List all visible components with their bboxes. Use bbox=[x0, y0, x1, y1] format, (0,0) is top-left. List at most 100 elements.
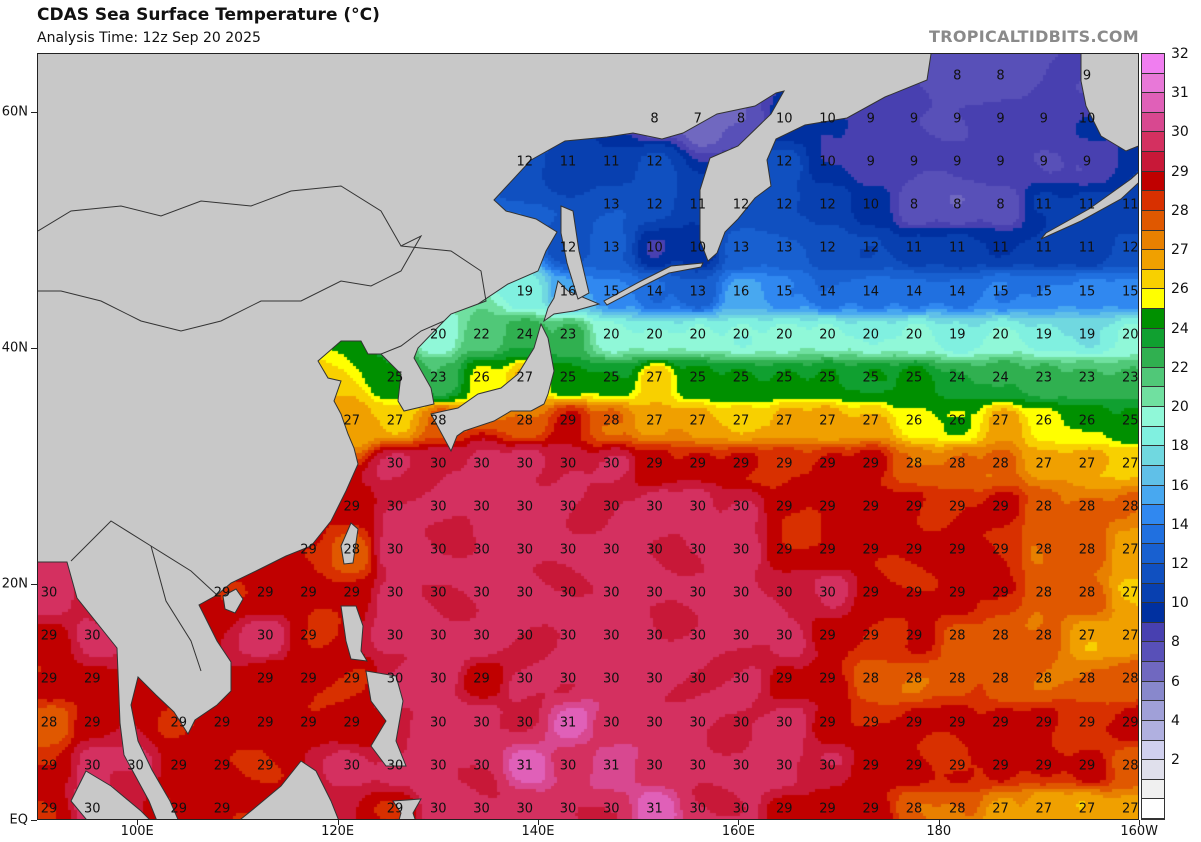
sst-label: 29 bbox=[256, 671, 274, 687]
sst-label: 30 bbox=[516, 542, 534, 558]
sst-label: 15 bbox=[1121, 284, 1139, 299]
sst-label: 11 bbox=[1078, 240, 1096, 256]
sst-label: 28 bbox=[905, 671, 923, 687]
colorbar-label: 10 bbox=[1171, 595, 1189, 612]
colorbar-cell bbox=[1142, 681, 1164, 702]
sst-label: 29 bbox=[862, 758, 880, 774]
sst-label: 20 bbox=[429, 327, 447, 343]
sst-label: 30 bbox=[386, 628, 404, 644]
sst-label: 29 bbox=[170, 715, 188, 730]
border-mongolia bbox=[38, 185, 423, 332]
sst-label: 30 bbox=[429, 671, 447, 687]
colorbar-cell bbox=[1142, 662, 1164, 682]
sst-label: 25 bbox=[905, 370, 923, 386]
sst-label: 29 bbox=[862, 585, 880, 601]
sst-label: 30 bbox=[732, 585, 750, 601]
sst-label: 13 bbox=[689, 284, 707, 299]
sst-label: 8 bbox=[909, 197, 919, 213]
sst-label: 30 bbox=[732, 801, 750, 817]
sst-label: 29 bbox=[256, 715, 274, 730]
sst-label: 29 bbox=[213, 585, 231, 601]
sst-label: 31 bbox=[516, 758, 534, 774]
sst-label: 28 bbox=[1035, 671, 1053, 687]
sst-label: 29 bbox=[300, 542, 317, 558]
sst-label: 15 bbox=[602, 284, 620, 299]
sst-label: 30 bbox=[516, 456, 534, 472]
sst-label: 29 bbox=[819, 456, 836, 472]
lat-tick-label: 40N bbox=[1, 340, 28, 356]
sst-label: 12 bbox=[646, 197, 663, 213]
sst-label: 30 bbox=[646, 542, 663, 558]
sst-label: 9 bbox=[953, 154, 962, 170]
sst-label: 30 bbox=[429, 542, 447, 558]
sst-label: 29 bbox=[775, 456, 793, 472]
land-layer bbox=[38, 54, 1138, 819]
sst-label: 8 bbox=[650, 111, 659, 127]
sst-label: 22 bbox=[473, 327, 490, 343]
colorbar-cell bbox=[1142, 250, 1164, 270]
sst-label: 30 bbox=[559, 671, 577, 687]
colorbar-label: 8 bbox=[1171, 634, 1180, 651]
land-taiwan bbox=[340, 522, 359, 565]
sst-label: 29 bbox=[40, 628, 58, 644]
lat-tick-mark bbox=[31, 348, 37, 349]
sst-label: 29 bbox=[343, 585, 361, 601]
sst-label: 27 bbox=[732, 413, 750, 429]
colorbar-cell bbox=[1142, 367, 1164, 388]
sst-label: 28 bbox=[1035, 585, 1053, 601]
sst-label: 30 bbox=[429, 715, 447, 730]
site-watermark: TROPICALTIDBITS.COM bbox=[929, 27, 1139, 46]
sst-label: 27 bbox=[1078, 628, 1096, 644]
land-asia-mainland bbox=[38, 54, 932, 819]
sst-label: 10 bbox=[775, 111, 793, 127]
sst-label: 30 bbox=[256, 628, 274, 644]
sst-label: 28 bbox=[1035, 542, 1053, 558]
colorbar-label: 4 bbox=[1171, 712, 1180, 729]
sst-label: 20 bbox=[732, 327, 750, 343]
sst-label: 28 bbox=[1035, 628, 1053, 644]
colorbar-cell bbox=[1142, 720, 1164, 741]
sst-label: 30 bbox=[689, 585, 707, 601]
sst-label: 29 bbox=[213, 801, 231, 817]
sst-label: 30 bbox=[819, 758, 836, 774]
map-title: CDAS Sea Surface Temperature (°C) bbox=[37, 5, 380, 25]
sst-label: 30 bbox=[646, 715, 663, 730]
sst-label: 11 bbox=[1035, 197, 1053, 213]
sst-label: 29 bbox=[1121, 715, 1139, 730]
sst-label: 30 bbox=[775, 585, 793, 601]
sst-label: 25 bbox=[775, 370, 793, 386]
sst-label: 27 bbox=[1121, 456, 1139, 472]
sst-label: 27 bbox=[646, 370, 663, 386]
sst-label: 20 bbox=[992, 327, 1009, 343]
colorbar-label: 32 bbox=[1171, 46, 1189, 62]
sst-label: 10 bbox=[819, 111, 836, 127]
sst-label: 11 bbox=[905, 240, 923, 256]
sst-label: 20 bbox=[862, 327, 880, 343]
sst-label: 28 bbox=[905, 456, 923, 472]
sst-label: 25 bbox=[862, 370, 880, 386]
colorbar-label: 26 bbox=[1171, 281, 1189, 298]
sst-label: 29 bbox=[256, 758, 274, 774]
sst-label: 23 bbox=[429, 370, 447, 386]
sst-label: 19 bbox=[948, 327, 966, 343]
sst-label: 29 bbox=[948, 542, 966, 558]
sst-label: 27 bbox=[343, 413, 361, 429]
sst-label: 28 bbox=[905, 801, 923, 817]
sst-label: 10 bbox=[862, 197, 880, 213]
land-alaska-peninsula bbox=[1040, 172, 1138, 240]
sst-label: 12 bbox=[732, 197, 750, 213]
sst-label: 29 bbox=[170, 801, 188, 817]
land-sumatra bbox=[70, 770, 150, 819]
sst-label: 29 bbox=[819, 801, 836, 817]
sst-label: 29 bbox=[300, 628, 317, 644]
colorbar-cell bbox=[1142, 269, 1164, 290]
sst-label: 30 bbox=[689, 499, 707, 515]
sst-label: 30 bbox=[473, 585, 490, 601]
sst-label: 15 bbox=[775, 284, 793, 299]
sst-label: 29 bbox=[256, 585, 274, 601]
sst-label: 29 bbox=[819, 671, 836, 687]
sst-label: 30 bbox=[429, 456, 447, 472]
sst-label: 28 bbox=[1078, 585, 1096, 601]
sst-label: 30 bbox=[559, 585, 577, 601]
sst-label: 11 bbox=[948, 240, 966, 256]
